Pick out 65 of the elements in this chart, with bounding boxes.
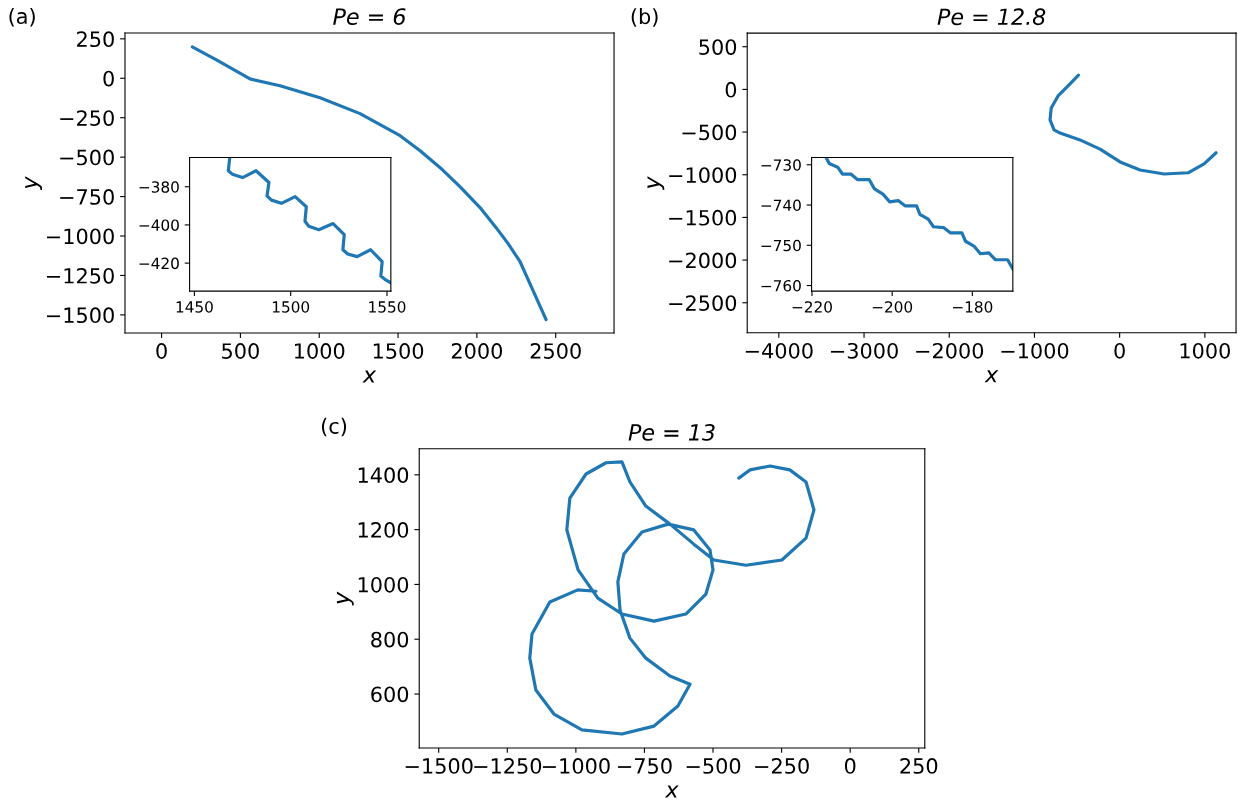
line-series — [1048, 73, 1218, 176]
y-tick-label: 250 — [77, 31, 114, 48]
x-tick-label: 2500 — [530, 343, 581, 359]
y-tick-label: −740 — [761, 199, 801, 212]
y-tick-label: −250 — [60, 110, 114, 126]
line-series — [824, 157, 1013, 271]
chart-title: Pe = 13 — [628, 423, 715, 441]
y-tick-label: 1400 — [358, 467, 409, 484]
chart-title: Pe = 12.8 — [937, 8, 1046, 26]
x-tick-label: 1450 — [176, 301, 213, 313]
x-tick-label: −4000 — [745, 342, 813, 359]
line-series — [226, 157, 391, 285]
y-tick-label: 1000 — [358, 576, 409, 593]
x-tick-label: 1550 — [369, 301, 406, 313]
x-tick-label: −3000 — [831, 342, 898, 359]
x-tick-label: 250 — [900, 758, 938, 774]
text: (c) — [321, 417, 347, 437]
x-tick-label: 1000 — [295, 343, 345, 359]
x-tick-label: −200 — [872, 301, 913, 313]
y-tick-label: 0 — [103, 70, 114, 87]
y-tick-label: −1250 — [47, 267, 114, 284]
x-axis-title: x — [984, 370, 999, 383]
y-tick-label: −2500 — [669, 295, 737, 311]
x-tick-label: −220 — [792, 301, 832, 313]
y-axis-title: y — [647, 176, 665, 191]
y-tick-label: −750 — [761, 239, 801, 252]
y-axis-title: y — [25, 176, 43, 191]
text: (b) — [631, 8, 658, 27]
chart-title: Pe = 6 — [333, 8, 406, 25]
x-tick-label: 1500 — [373, 343, 424, 359]
y-tick-label: −420 — [139, 257, 179, 270]
y-tick-label: −2000 — [669, 252, 737, 269]
y-tick-label: −500 — [682, 124, 737, 141]
x-tick-label: −1500 — [405, 758, 473, 774]
y-tick-label: 1200 — [358, 522, 409, 538]
y-tick-label: 600 — [371, 686, 409, 703]
line-series — [528, 460, 816, 736]
y-tick-label: −760 — [761, 280, 801, 292]
y-tick-label: 500 — [699, 39, 737, 55]
x-tick-label: 1000 — [1180, 342, 1230, 359]
x-tick-label: −180 — [952, 301, 993, 313]
x-tick-label: 0 — [844, 758, 856, 774]
y-axis-title: y — [336, 591, 354, 606]
x-tick-label: 1500 — [272, 301, 310, 313]
x-axis-title: x — [664, 785, 679, 798]
x-tick-label: 2000 — [451, 343, 503, 359]
y-tick-label: −750 — [60, 189, 114, 205]
x-tick-label: −750 — [618, 758, 672, 774]
x-tick-label: −1000 — [1001, 342, 1069, 359]
y-tick-label: −1500 — [669, 209, 737, 226]
x-tick-label: −2000 — [916, 342, 984, 359]
x-tick-label: 0 — [1114, 342, 1125, 359]
y-tick-label: −1000 — [47, 228, 114, 245]
x-tick-label: 500 — [222, 343, 259, 359]
y-tick-label: 0 — [725, 81, 737, 98]
y-tick-label: −730 — [761, 159, 801, 171]
text: (a) — [9, 7, 35, 27]
y-tick-label: −500 — [60, 149, 114, 166]
x-tick-label: −1000 — [542, 758, 610, 774]
y-tick-label: −380 — [139, 181, 179, 193]
x-tick-label: −1250 — [474, 758, 542, 774]
x-axis-title: x — [362, 370, 377, 383]
y-tick-label: 800 — [371, 631, 409, 648]
y-tick-label: −400 — [139, 219, 179, 231]
y-tick-label: −1000 — [669, 167, 737, 183]
